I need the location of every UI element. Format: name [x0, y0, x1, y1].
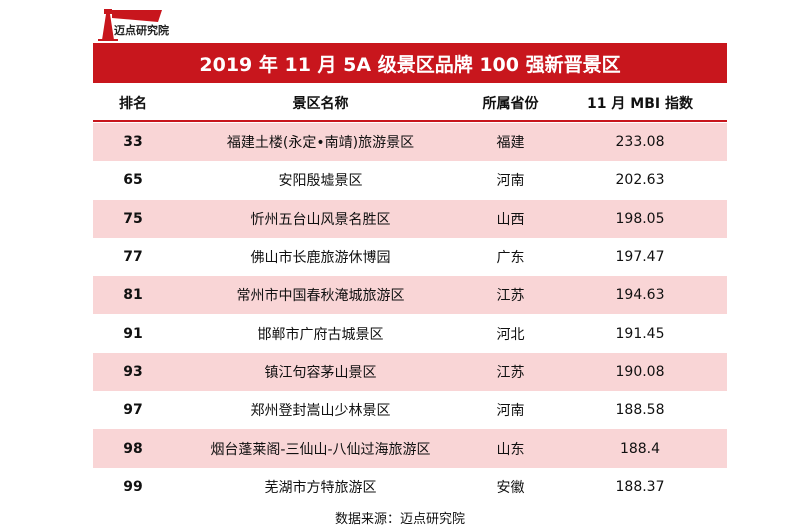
mbi-index: 197.47: [615, 249, 665, 266]
table-row: 65 安阳殷墟景区 河南 202.63: [93, 161, 727, 199]
mbi-index: 198.05: [615, 210, 665, 227]
scenic-name: 邯郸市广府古城景区: [257, 326, 384, 343]
mbi-index: 188.58: [615, 402, 665, 419]
table-row: 93 镇江句容茅山景区 江苏 190.08: [93, 352, 727, 392]
rank: 97: [123, 402, 143, 419]
scenic-name: 安阳殷墟景区: [278, 173, 363, 190]
rank: 98: [123, 440, 143, 457]
mbi-index: 190.08: [615, 363, 665, 380]
table-row: 97 郑州登封嵩山少林景区 河南 188.58: [93, 391, 727, 429]
province: 安徽: [496, 479, 525, 496]
table-row: 98 烟台蓬莱阁-三仙山-八仙过海旅游区 山东 188.4: [93, 429, 727, 468]
column-header: 所属省份: [482, 96, 539, 112]
scenic-name: 烟台蓬莱阁-三仙山-八仙过海旅游区: [210, 441, 431, 458]
province: 河南: [496, 403, 525, 420]
table-row: 33 福建土楼(永定•南靖)旅游景区 福建 233.08: [93, 123, 727, 162]
mbi-index: 194.63: [615, 287, 665, 304]
column-header: 景区名称: [292, 96, 349, 112]
province: 河北: [496, 326, 525, 343]
scenic-name: 镇江句容茅山景区: [264, 364, 377, 381]
mbi-index: 188.4: [619, 440, 661, 457]
scenic-name: 常州市中国春秋淹城旅游区: [236, 288, 405, 305]
province: 广东: [496, 250, 525, 267]
rank: 75: [123, 210, 143, 227]
column-header: 11 月 MBI 指数: [587, 96, 693, 112]
table-row: 99 芜湖市方特旅游区 安徽 188.37: [93, 468, 727, 506]
source-note: 数据来源：迈点研究院: [334, 512, 465, 527]
province: 福建: [496, 135, 525, 152]
province: 江苏: [496, 364, 525, 381]
logo-text: 迈点研究院: [114, 24, 169, 37]
title: 2019 年 11 月 5A 级景区品牌 100 强新晋景区: [93, 43, 727, 83]
rank: 77: [123, 249, 143, 266]
rank: 65: [123, 172, 143, 189]
province: 河南: [496, 173, 525, 190]
table-row: 81 常州市中国春秋淹城旅游区 江苏 194.63: [93, 276, 727, 315]
province: 山西: [496, 211, 525, 228]
table-row: 77 佛山市长鹿旅游休博园 广东 197.47: [93, 238, 727, 276]
scenic-name: 佛山市长鹿旅游休博园: [250, 250, 391, 267]
province: 江苏: [496, 288, 525, 305]
column-header: 排名: [119, 96, 147, 112]
scenic-name: 郑州登封嵩山少林景区: [250, 403, 391, 420]
mbi-index: 188.37: [615, 478, 665, 495]
mbi-index: 202.63: [615, 172, 665, 189]
table-row: 91 邯郸市广府古城景区 河北 191.45: [93, 314, 727, 352]
scenic-name: 福建土楼(永定•南靖)旅游景区: [226, 135, 415, 152]
rank: 33: [123, 134, 143, 151]
table-body: 33 福建土楼(永定•南靖)旅游景区 福建 233.08 65 安阳殷墟景区 河南 202.6…: [93, 123, 727, 506]
table-row: 75 忻州五台山风景名胜区 山西 198.05: [93, 199, 727, 238]
rank: 99: [123, 478, 143, 495]
mbi-index: 233.08: [615, 134, 665, 151]
logo-icon: [98, 9, 162, 41]
province: 山东: [496, 441, 525, 458]
scenic-name: 忻州五台山风景名胜区: [250, 211, 391, 228]
rank: 81: [123, 287, 143, 304]
mbi-index: 191.45: [615, 325, 665, 342]
scenic-name: 芜湖市方特旅游区: [264, 479, 377, 496]
table-header: 排名 景区名称 所属省份 11 月 MBI 指数: [93, 86, 727, 122]
rank: 93: [123, 363, 143, 380]
rank: 91: [123, 325, 143, 342]
